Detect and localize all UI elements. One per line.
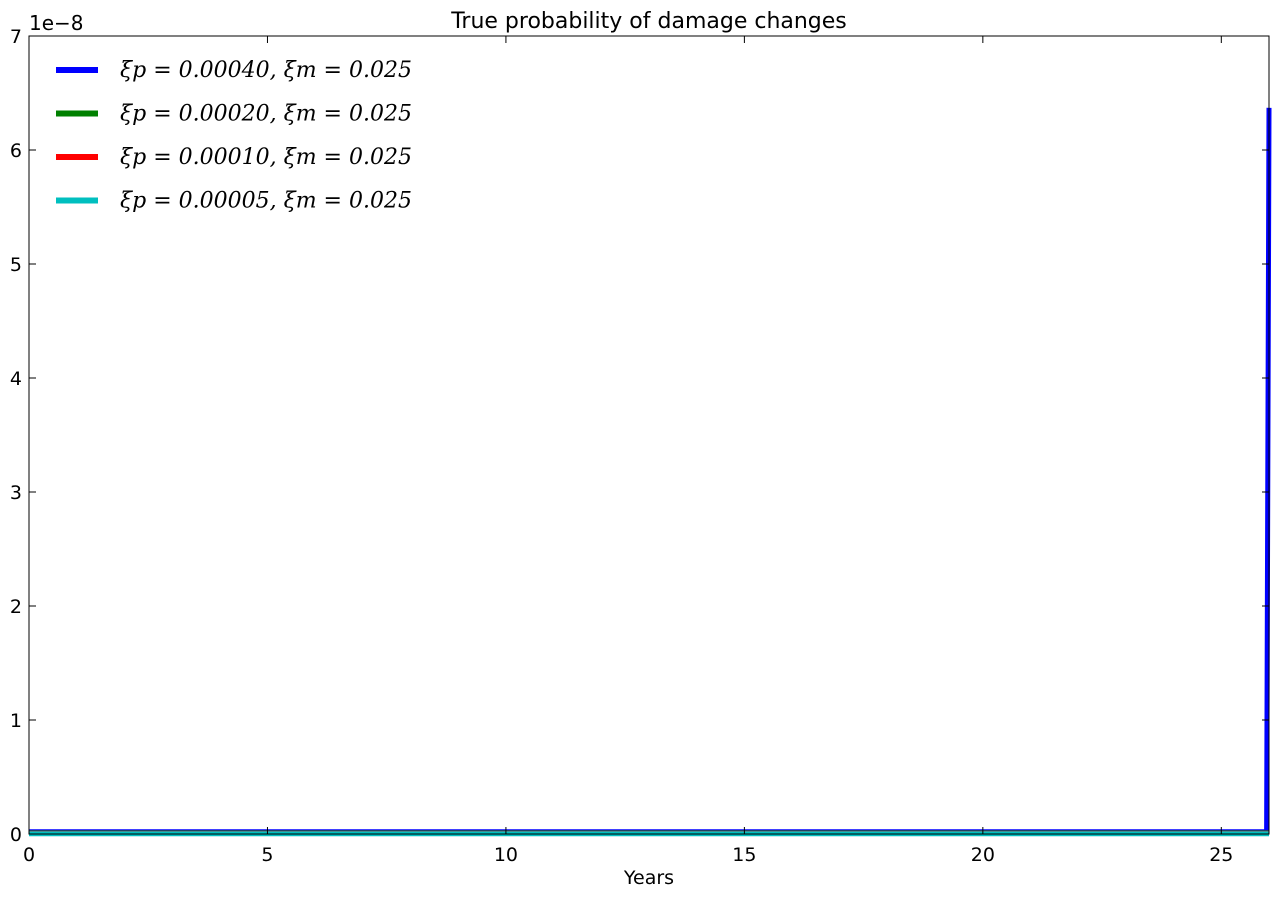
plot-frame — [28, 35, 1270, 835]
y-tick-label: 6 — [10, 140, 22, 162]
legend-item: ξp = 0.00010, ξm = 0.025 — [56, 145, 412, 170]
y-tick-label: 7 — [10, 26, 22, 48]
series-line-1 — [29, 107, 1272, 835]
y-tick-label: 3 — [10, 482, 22, 504]
legend-item: ξp = 0.00020, ξm = 0.025 — [56, 102, 412, 127]
legend-label: ξp = 0.00020, ξm = 0.025 — [120, 102, 412, 127]
series-layer — [29, 107, 1272, 837]
y-axis-offset-text: 1e−8 — [29, 11, 84, 35]
x-tick-label: 20 — [971, 844, 995, 866]
ticks-layer: 0 5 10 15 20 25 0 1 2 3 4 5 6 7 — [10, 26, 1269, 866]
legend-item: ξp = 0.00040, ξm = 0.025 — [56, 58, 412, 83]
legend-label: ξp = 0.00040, ξm = 0.025 — [120, 58, 412, 83]
y-tick-label: 1 — [10, 710, 22, 732]
y-tick-label: 4 — [10, 368, 22, 390]
x-axis-label: Years — [623, 867, 674, 889]
legend-label: ξp = 0.00010, ξm = 0.025 — [120, 145, 412, 170]
legend-label: ξp = 0.00005, ξm = 0.025 — [120, 189, 412, 214]
y-tick-label: 0 — [10, 824, 22, 846]
y-tick-label: 5 — [10, 254, 22, 276]
legend: ξp = 0.00040, ξm = 0.025 ξp = 0.00020, ξm… — [56, 58, 412, 214]
chart-title: True probability of damage changes — [450, 9, 847, 34]
x-tick-label: 5 — [261, 844, 273, 866]
legend-item: ξp = 0.00005, ξm = 0.025 — [56, 189, 412, 214]
x-tick-label: 25 — [1209, 844, 1233, 866]
x-tick-label: 0 — [23, 844, 35, 866]
x-tick-label: 10 — [494, 844, 518, 866]
x-tick-label: 15 — [732, 844, 756, 866]
y-tick-label: 2 — [10, 596, 22, 618]
